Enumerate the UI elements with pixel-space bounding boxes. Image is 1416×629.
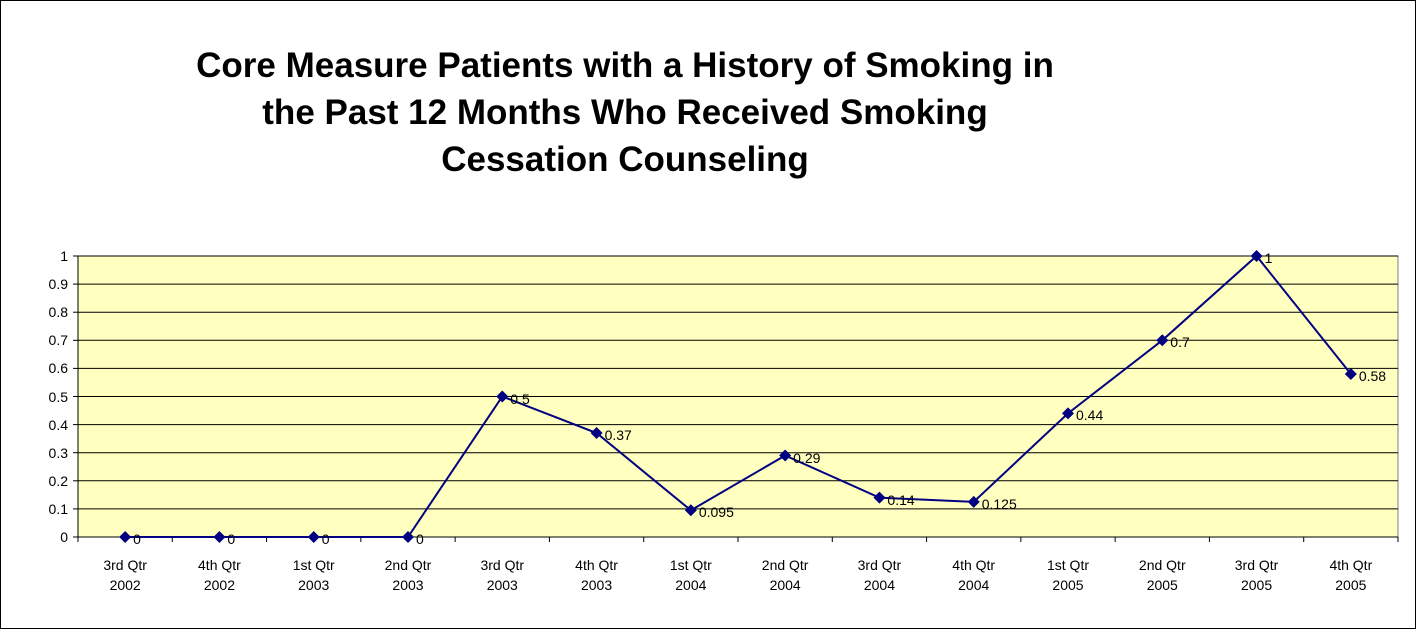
y-tick-label: 1: [60, 248, 68, 264]
marker: [119, 531, 132, 543]
x-tick-label: 2nd Qtr 2003: [384, 557, 432, 593]
x-tick-label: 1st Qtr 2003: [292, 557, 335, 593]
data-label: 0.58: [1358, 368, 1387, 385]
marker: [496, 390, 509, 403]
data-label: 0.125: [981, 495, 1017, 512]
data-label: 0.7: [1170, 334, 1190, 351]
x-tick-label: 1st Qtr 2005: [1046, 557, 1089, 593]
data-label: 0.37: [604, 427, 632, 444]
marker: [1250, 250, 1263, 262]
x-tick-label: 4th Qtr 2004: [952, 557, 996, 593]
y-tick-label: 0.2: [48, 472, 68, 489]
chart-title: Core Measure Patients with a History of …: [196, 46, 1054, 179]
x-tick-label: 4th Qtr 2002: [198, 557, 241, 593]
data-label: 0: [321, 531, 330, 547]
data-label: 0: [227, 531, 236, 547]
x-tick-label: 4th Qtr 2003: [575, 557, 618, 593]
marker: [873, 491, 886, 504]
y-tick-label: 0.6: [48, 360, 68, 377]
marker: [967, 495, 980, 508]
y-tick-label: 0: [60, 529, 68, 545]
data-label: 1: [1264, 250, 1273, 266]
y-tick-label: 0.5: [48, 388, 68, 405]
marker: [402, 531, 414, 543]
x-tick-label: 3rd Qtr 2004: [857, 557, 902, 593]
data-label: 0.095: [698, 504, 734, 521]
x-tick-label: 1st Qtr 2004: [669, 557, 712, 593]
data-label: 0.44: [1076, 407, 1104, 424]
y-tick-label: 0.1: [48, 500, 68, 517]
y-tick-label: 0.8: [48, 304, 68, 321]
marker: [779, 449, 792, 462]
x-tick-label: 2nd Qtr 2004: [761, 557, 809, 593]
y-tick-label: 0.4: [48, 416, 68, 433]
data-label: 0: [133, 531, 141, 547]
marker: [1344, 368, 1357, 381]
data-label: 0.5: [510, 390, 530, 407]
marker: [1156, 334, 1169, 347]
marker: [590, 427, 603, 440]
y-tick-label: 0.9: [48, 276, 68, 293]
series-line: [125, 254, 1352, 538]
x-tick-label: 4th Qtr 2005: [1329, 557, 1373, 593]
data-label: 0.29: [793, 449, 821, 466]
marker: [1062, 407, 1074, 420]
y-tick-label: 0.3: [48, 444, 68, 461]
x-tick-label: 2nd Qtr 2005: [1138, 557, 1186, 593]
marker: [213, 531, 226, 543]
marker: [684, 504, 697, 517]
y-tick-label: 0.7: [48, 332, 68, 349]
data-label: 0: [416, 531, 424, 547]
x-tick-label: 3rd Qtr 2003: [480, 557, 525, 593]
data-label: 0.14: [887, 491, 915, 508]
marker: [307, 531, 320, 543]
x-tick-label: 3rd Qtr 2005: [1234, 557, 1279, 593]
x-tick-label: 3rd Qtr 2002: [103, 557, 147, 593]
